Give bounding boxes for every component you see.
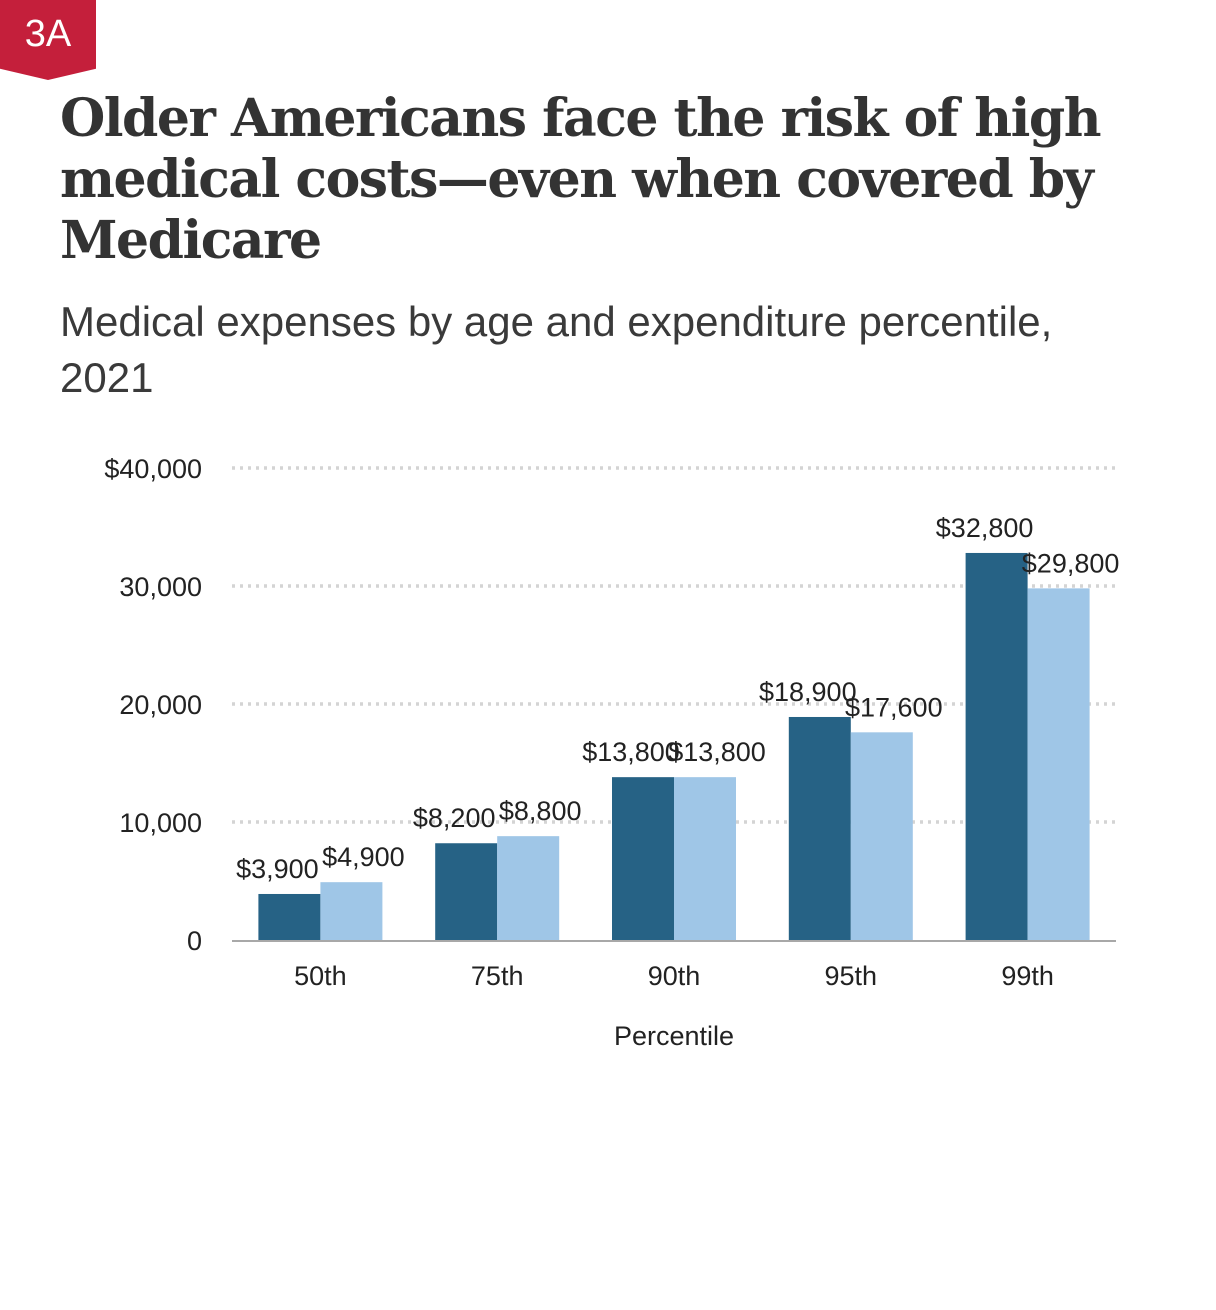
y-tick-label: 30,000 (119, 572, 202, 602)
bar (965, 552, 1028, 940)
chart-title: Older Americans face the risk of high me… (60, 88, 1102, 271)
y-tick-label: 0 (187, 926, 202, 956)
bar (320, 882, 383, 940)
bar (674, 777, 736, 940)
x-tick-label: 99th (1001, 961, 1054, 991)
bar (435, 843, 498, 940)
data-label: $8,800 (499, 796, 582, 826)
data-label: $13,800 (582, 737, 680, 767)
data-label: $3,900 (236, 854, 319, 884)
x-tick-label: 75th (471, 961, 524, 991)
data-label: $4,900 (322, 842, 405, 872)
bars (258, 552, 1090, 940)
x-tick-label: 90th (648, 961, 701, 991)
bar (788, 716, 851, 940)
section-badge-label: 3A (24, 13, 72, 55)
x-tick-label: 50th (294, 961, 347, 991)
y-tick-label: 20,000 (119, 690, 202, 720)
y-tick-label: 10,000 (119, 808, 202, 838)
data-label: $13,800 (668, 737, 766, 767)
y-axis-ticks: 0 10,000 20,000 30,000 $40,000 (104, 454, 202, 956)
bar (850, 732, 913, 940)
y-tick-label: $40,000 (104, 454, 202, 484)
x-tick-label: 95th (825, 961, 878, 991)
bar (497, 836, 560, 940)
data-label: $17,600 (845, 692, 943, 722)
section-badge (0, 0, 96, 80)
x-axis-label: Percentile (614, 1021, 734, 1051)
data-label: $32,800 (936, 513, 1034, 543)
bar (1027, 588, 1090, 940)
data-label: $18,900 (759, 677, 857, 707)
data-labels: $3,900 $4,900$8,200 $8,800$13,800$13,800$1… (236, 513, 1119, 884)
x-axis-ticks: 50th 75th 90th 95th 99th (294, 961, 1054, 991)
chart-subtitle: Medical expenses by age and expenditure … (60, 298, 1053, 401)
bar (612, 777, 674, 940)
data-label: $29,800 (1022, 548, 1120, 578)
bar (258, 893, 321, 940)
data-label: $8,200 (413, 803, 496, 833)
bar-chart: 0 10,000 20,000 30,000 $40,000 50th 75th 90th 9… (104, 454, 1119, 1051)
